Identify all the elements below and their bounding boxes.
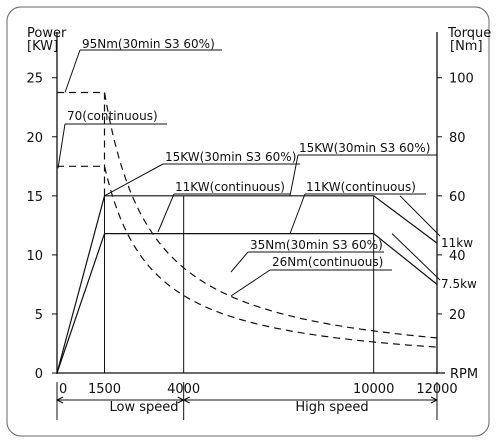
label-power-s3-left: 15KW(30min S3 60%) [165, 150, 296, 164]
leader-power-cont-right [289, 193, 306, 234]
leader-end-7-5kw [391, 233, 441, 281]
label-power-s3-right: 15KW(30min S3 60%) [299, 141, 430, 155]
leader-power-s3-left [104, 163, 164, 197]
series-line-0 [56, 195, 438, 374]
leader-power-s3-right [289, 154, 299, 196]
low-speed-label: Low speed [109, 400, 178, 415]
series-line-1 [56, 233, 438, 374]
left-tick-label-2: 10 [26, 249, 43, 264]
right-axis-title-1: Torque [447, 26, 491, 41]
leader-end-11kw [399, 195, 441, 237]
series-line-3 [57, 165, 438, 348]
leader-torque-26 [230, 269, 271, 297]
leader-torque-35 [230, 251, 249, 273]
right-tick-label-3: 80 [449, 131, 466, 146]
x-tick-label-0: 0 [59, 382, 67, 397]
left-tick-label-5: 25 [26, 72, 43, 87]
label-torque-max: 95Nm(30min S3 60%) [82, 37, 215, 51]
range-high-arrow-right [430, 396, 439, 404]
leader-torque-max [64, 49, 81, 93]
right-tick-label-1: 40 [449, 249, 466, 264]
x-tick-label-1: 1500 [88, 382, 121, 397]
range-low-arrow-left [55, 396, 64, 404]
rpm-label: RPM [450, 367, 478, 382]
right-tick-label-2: 60 [449, 190, 466, 205]
label-torque-cont: 70(continuous) [67, 109, 158, 123]
left-tick-label-4: 20 [26, 131, 43, 146]
label-power-cont-left: 11KW(continuous) [175, 180, 285, 194]
label-end-11kw: 11kw [441, 236, 473, 250]
left-tick-label-3: 15 [26, 190, 43, 205]
label-torque-26: 26Nm(continuous) [272, 255, 383, 269]
label-end-7-5kw: 7.5kw [441, 277, 477, 291]
outer-border [6, 6, 490, 437]
right-tick-label-4: 100 [449, 72, 474, 87]
series-line-2 [57, 91, 438, 339]
left-tick-label-1: 5 [35, 308, 43, 323]
left-axis-title-2: [KW] [27, 39, 58, 54]
label-power-cont-right: 11KW(continuous) [306, 180, 416, 194]
high-speed-label: High speed [295, 400, 368, 415]
leader-power-cont-left [157, 193, 175, 233]
left-tick-label-0: 0 [35, 367, 43, 382]
x-tick-label-3: 10000 [353, 382, 394, 397]
label-torque-35: 35Nm(30min S3 60%) [250, 238, 383, 252]
right-tick-label-0: 20 [449, 308, 466, 323]
range-high-arrow-left [182, 396, 190, 404]
leader-torque-cont [57, 123, 66, 169]
right-axis-title-2: [Nm] [450, 39, 483, 54]
